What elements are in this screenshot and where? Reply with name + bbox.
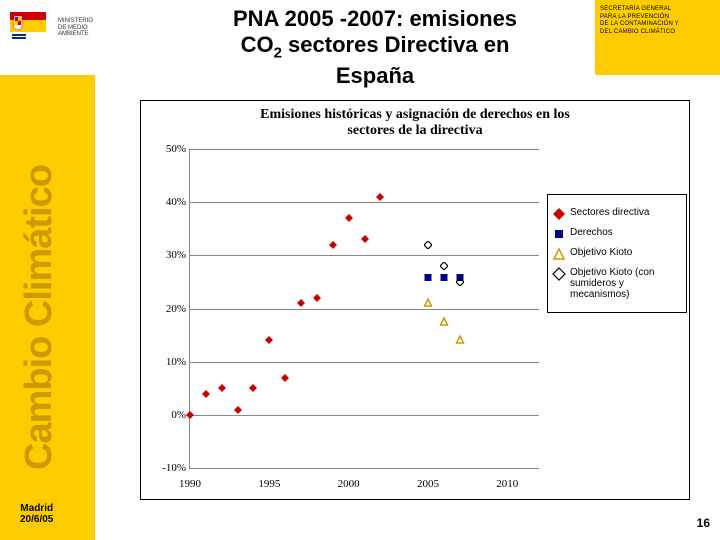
data-point-kioto_sum xyxy=(440,257,448,275)
y-tick-label: -10% xyxy=(150,462,186,474)
y-tick-label: 0% xyxy=(150,409,186,421)
data-point-sectores xyxy=(329,236,337,254)
x-tick-label: 1995 xyxy=(258,478,280,490)
data-point-sectores xyxy=(313,289,321,307)
legend-item-kioto: Objetivo Kioto xyxy=(552,247,682,261)
chart-title-l1: Emisiones históricas y asignación de der… xyxy=(260,107,570,122)
legend: Sectores directiva Derechos Objetivo Kio… xyxy=(547,194,687,313)
gridline xyxy=(190,362,539,363)
page-number: 16 xyxy=(697,516,710,530)
gridline xyxy=(190,309,539,310)
data-point-kioto xyxy=(423,294,432,312)
gridline xyxy=(190,255,539,256)
data-point-sectores xyxy=(265,331,273,349)
emissions-chart: Emisiones históricas y asignación de der… xyxy=(140,100,690,500)
data-point-kioto_sum xyxy=(456,273,464,291)
data-point-sectores xyxy=(218,379,226,397)
y-tick-label: 30% xyxy=(150,249,186,261)
data-point-sectores xyxy=(281,369,289,387)
footer-date: Madrid 20/6/05 xyxy=(20,503,53,525)
data-point-sectores xyxy=(376,188,384,206)
legend-item-kioto-sum: Objetivo Kioto (con sumideros y mecanism… xyxy=(552,267,682,300)
data-point-sectores xyxy=(186,406,194,424)
y-tick-label: 10% xyxy=(150,356,186,368)
data-point-sectores xyxy=(361,230,369,248)
legend-item-sectores: Sectores directiva xyxy=(552,207,682,221)
data-point-kioto xyxy=(455,331,464,349)
ministry-line2: DE MEDIO AMBIENTE xyxy=(58,25,93,38)
data-point-sectores xyxy=(249,379,257,397)
gridline xyxy=(190,202,539,203)
data-point-kioto_sum xyxy=(424,236,432,254)
x-tick-label: 2010 xyxy=(496,478,518,490)
secretaria-box: SECRETARÍA GENERAL PARA LA PREVENCIÓN DE… xyxy=(600,6,715,36)
sidebar-title: Cambio Climático xyxy=(18,165,61,470)
data-point-derechos xyxy=(424,268,431,286)
shield-icon xyxy=(8,8,48,48)
data-point-sectores xyxy=(234,401,242,419)
chart-title-l2: sectores de la directiva xyxy=(347,123,482,138)
page-title: PNA 2005 -2007: emisiones CO2 sectores D… xyxy=(165,6,585,89)
y-tick-label: 20% xyxy=(150,303,186,315)
plot-area: -10%0%10%20%30%40%50%1990199520002005201… xyxy=(189,149,539,469)
gridline xyxy=(190,415,539,416)
y-tick-label: 50% xyxy=(150,143,186,155)
data-point-kioto xyxy=(439,313,448,331)
data-point-sectores xyxy=(202,385,210,403)
gridline xyxy=(190,149,539,150)
ministry-line1: MINISTERIO xyxy=(58,18,93,25)
ministry-logo: MINISTERIO DE MEDIO AMBIENTE xyxy=(8,8,48,53)
x-tick-label: 1990 xyxy=(179,478,201,490)
x-tick-label: 2005 xyxy=(417,478,439,490)
x-tick-label: 2000 xyxy=(338,478,360,490)
y-tick-label: 40% xyxy=(150,196,186,208)
data-point-sectores xyxy=(345,209,353,227)
legend-item-derechos: Derechos xyxy=(552,227,682,241)
data-point-sectores xyxy=(297,294,305,312)
